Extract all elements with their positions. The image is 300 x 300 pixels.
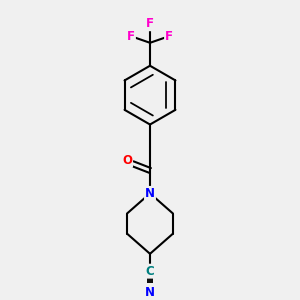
Text: N: N [145, 286, 155, 299]
Text: F: F [165, 30, 173, 43]
Text: N: N [145, 187, 155, 200]
Text: C: C [146, 265, 154, 278]
Text: F: F [127, 30, 135, 43]
Text: O: O [122, 154, 132, 167]
Text: F: F [146, 17, 154, 30]
